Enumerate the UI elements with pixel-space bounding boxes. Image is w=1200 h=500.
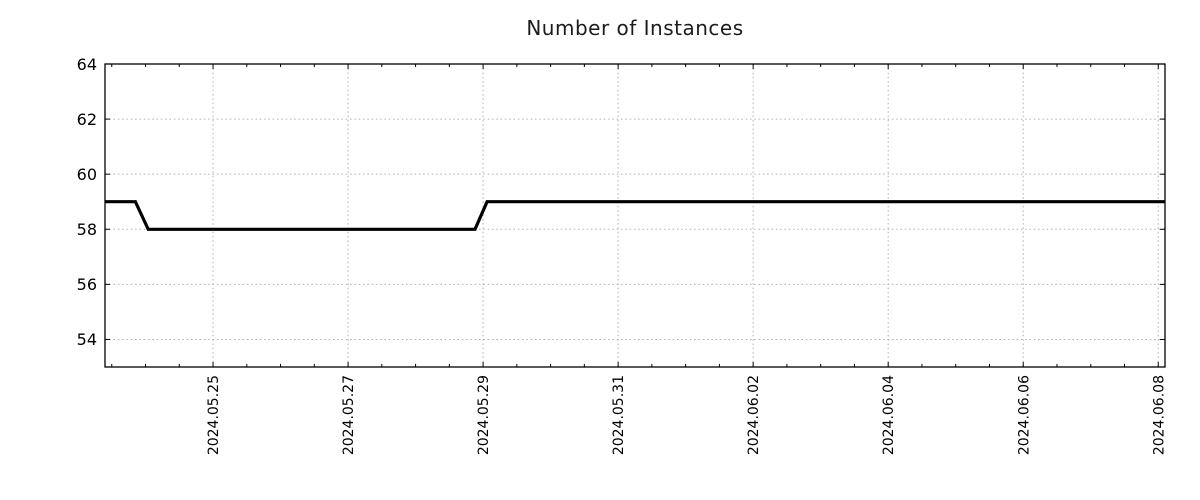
y-tick-label: 64 <box>77 55 97 74</box>
data-line-instances <box>105 200 1165 231</box>
x-tick-label: 2024.06.08 <box>1151 375 1167 455</box>
y-tick-label: 58 <box>77 220 97 239</box>
x-tick-label: 2024.05.27 <box>341 375 357 455</box>
x-tick-label: 2024.06.02 <box>746 375 762 455</box>
x-tick-label: 2024.06.06 <box>1016 375 1032 455</box>
x-tick-label: 2024.05.29 <box>476 375 492 455</box>
x-tick-label: 2024.06.04 <box>881 375 897 455</box>
plot-border <box>104 63 1166 368</box>
x-tick-label: 2024.05.31 <box>611 375 627 455</box>
y-tick-label: 54 <box>77 330 97 349</box>
x-tick-label: 2024.05.25 <box>206 375 222 455</box>
y-tick-label: 62 <box>77 110 97 129</box>
chart-title: Number of Instances <box>526 16 744 40</box>
y-tick-label: 56 <box>77 275 97 294</box>
y-tick-label: 60 <box>77 165 97 184</box>
